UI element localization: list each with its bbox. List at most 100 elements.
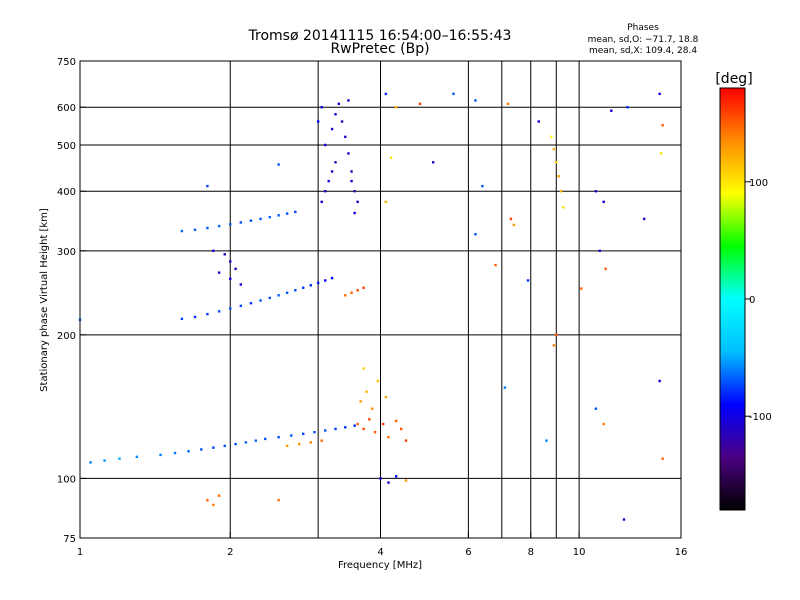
data-point [384, 395, 388, 399]
data-point [301, 286, 305, 289]
data-point [268, 215, 271, 219]
colorbar [719, 87, 746, 511]
data-point [562, 206, 565, 209]
data-point [353, 190, 356, 193]
data-point [373, 430, 377, 434]
data-point [350, 291, 353, 294]
data-point [376, 379, 379, 383]
data-point [404, 439, 408, 442]
data-point [557, 175, 560, 178]
x-tick-label: 8 [528, 547, 534, 558]
data-point [394, 475, 398, 478]
data-point [494, 263, 497, 267]
data-point [550, 135, 553, 139]
data-point [365, 390, 368, 393]
data-point [661, 457, 664, 460]
data-point [594, 407, 598, 410]
data-point [229, 223, 232, 226]
x-tick-label: 1 [77, 547, 83, 558]
y-tick-label: 600 [57, 103, 76, 114]
data-point [200, 448, 203, 451]
data-point [320, 106, 323, 109]
colorbar-label: [deg] [715, 71, 752, 87]
data-point [234, 442, 237, 446]
data-point [294, 289, 297, 292]
data-point [254, 439, 257, 442]
x-tick-label: 16 [675, 547, 688, 558]
data-point [384, 92, 388, 96]
data-point [277, 163, 280, 166]
data-point [334, 113, 337, 116]
x-tick-label: 10 [573, 547, 586, 558]
data-point [356, 422, 359, 426]
data-point [347, 99, 350, 102]
data-point [268, 296, 271, 300]
data-point [642, 217, 646, 221]
data-point [89, 461, 92, 464]
stats-title: Phases [627, 23, 659, 33]
data-point [309, 284, 312, 287]
y-tick-label: 100 [57, 474, 76, 485]
data-point [580, 287, 583, 290]
data-point [239, 221, 243, 224]
data-point [387, 436, 390, 439]
colorbar-tick-label: 0 [749, 295, 755, 306]
x-axis-ticks: 1 2 4 6 8 10 16 [77, 532, 688, 558]
grid [80, 61, 681, 538]
data-point [277, 499, 280, 502]
data-point [340, 120, 344, 123]
data-point [389, 156, 393, 160]
data-point [290, 434, 293, 437]
data-point [118, 457, 121, 460]
data-point [249, 219, 253, 222]
data-point [298, 442, 301, 446]
data-point [223, 444, 226, 448]
data-point [206, 226, 209, 230]
data-point [217, 271, 221, 274]
data-point [277, 214, 280, 217]
data-point [212, 503, 215, 507]
data-point [604, 267, 607, 271]
data-point [187, 450, 190, 453]
data-point [327, 179, 330, 183]
data-point [356, 200, 359, 204]
data-point [217, 224, 221, 228]
data-point [350, 170, 353, 173]
data-point [277, 294, 280, 297]
data-point [387, 481, 390, 484]
data-point [173, 451, 177, 455]
data-point [294, 210, 297, 214]
data-point [344, 135, 347, 139]
colorbar-ticks: 100 0 -100 [745, 178, 772, 423]
data-point [474, 233, 477, 236]
data-point [379, 477, 382, 480]
data-point [217, 310, 221, 313]
data-point [362, 286, 365, 289]
y-tick-label: 750 [57, 57, 76, 68]
data-point [206, 184, 209, 188]
chart-title: Tromsø 20141115 16:54:00–16:55:43 [248, 28, 512, 44]
data-point [552, 147, 556, 151]
data-point [356, 289, 359, 292]
data-point [285, 212, 289, 215]
data-point [658, 92, 661, 96]
data-point [193, 315, 197, 319]
data-point [264, 437, 267, 441]
y-tick-label: 400 [57, 187, 76, 198]
y-axis-label: Stationary phase Virtual Height [km] [39, 208, 50, 392]
data-point [506, 102, 510, 106]
y-tick-label: 75 [63, 534, 76, 545]
data-point [512, 223, 516, 227]
y-tick-label: 500 [57, 141, 76, 152]
data-point [324, 143, 327, 147]
data-point [330, 170, 334, 173]
data-point [316, 281, 320, 285]
data-point [285, 291, 289, 294]
data-point [259, 299, 262, 302]
data-point [212, 446, 215, 449]
stats-line-o: mean, sd,O: −71.7, 18.8 [588, 35, 699, 45]
data-point [598, 249, 601, 253]
data-point [223, 253, 226, 256]
data-point [337, 102, 341, 106]
data-point [394, 106, 398, 109]
